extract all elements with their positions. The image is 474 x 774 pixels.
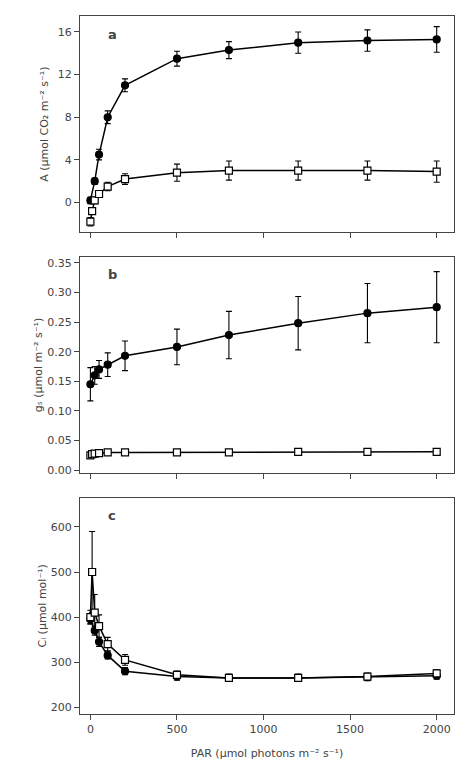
svg-text:A (μmol CO₂ m⁻² s⁻¹): A (μmol CO₂ m⁻² s⁻¹) [38, 67, 51, 182]
svg-text:2000: 2000 [423, 723, 451, 736]
svg-text:600: 600 [51, 521, 72, 534]
svg-text:0.00: 0.00 [47, 464, 72, 477]
svg-text:gₛ (μmol m⁻² s⁻¹): gₛ (μmol m⁻² s⁻¹) [32, 318, 45, 413]
svg-text:1000: 1000 [250, 723, 278, 736]
svg-text:0.05: 0.05 [47, 434, 72, 447]
svg-text:400: 400 [51, 611, 72, 624]
svg-text:500: 500 [166, 723, 187, 736]
svg-text:16: 16 [58, 26, 72, 39]
svg-text:c: c [108, 508, 116, 523]
svg-text:PAR (μmol photons m⁻² s⁻¹): PAR (μmol photons m⁻² s⁻¹) [191, 747, 343, 760]
svg-text:0.15: 0.15 [47, 375, 72, 388]
svg-text:12: 12 [58, 68, 72, 81]
svg-text:0.10: 0.10 [47, 405, 72, 418]
svg-text:300: 300 [51, 656, 72, 669]
svg-text:0.30: 0.30 [47, 286, 72, 299]
svg-text:Cᵢ (μmol mol⁻¹): Cᵢ (μmol mol⁻¹) [36, 564, 49, 647]
svg-text:0: 0 [65, 196, 72, 209]
svg-text:0.35: 0.35 [47, 257, 72, 270]
svg-text:0: 0 [87, 723, 94, 736]
svg-text:500: 500 [51, 566, 72, 579]
svg-text:b: b [108, 267, 117, 282]
svg-text:4: 4 [65, 154, 72, 167]
svg-text:a: a [108, 27, 117, 42]
svg-text:8: 8 [65, 111, 72, 124]
svg-text:200: 200 [51, 701, 72, 714]
svg-text:0.20: 0.20 [47, 346, 72, 359]
svg-text:0.25: 0.25 [47, 316, 72, 329]
svg-text:1500: 1500 [336, 723, 364, 736]
